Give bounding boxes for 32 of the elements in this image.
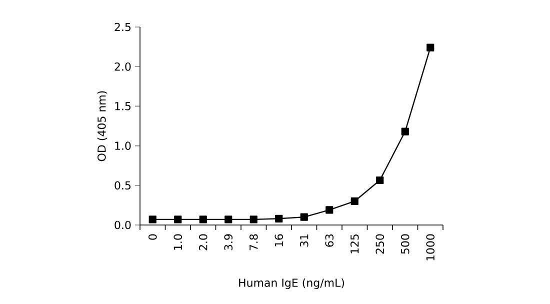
y-tick-label: 1.5	[115, 102, 131, 110]
x-tick-label: 16	[274, 234, 284, 246]
x-tick-label: 250	[376, 234, 384, 254]
y-tick-label: 0.5	[114, 181, 131, 190]
x-tick-label: 31	[300, 234, 308, 247]
x-tick-label: 63	[325, 234, 334, 247]
point	[326, 206, 334, 214]
point	[401, 128, 409, 136]
point	[275, 214, 283, 222]
point	[250, 216, 258, 224]
y-axis-title: OD (405 nm)	[97, 91, 108, 162]
point	[300, 213, 308, 221]
point	[224, 216, 232, 224]
x-tick-label: 125	[350, 234, 359, 254]
x-tick-label: 0	[148, 234, 157, 240]
y-tick-label: 0.0	[114, 220, 131, 230]
x-tick-label: 500	[400, 234, 410, 254]
point	[148, 216, 156, 224]
x-tick-label: 1.0	[174, 234, 182, 250]
y-tick-label: 2.0	[114, 62, 131, 71]
y-tick-label: 2.5	[114, 22, 131, 32]
x-tick-label: 7.8	[249, 234, 258, 250]
point	[199, 216, 207, 224]
x-axis-title: Human IgE (ng/mL)	[239, 278, 344, 290]
x-tick-label: 2.0	[198, 234, 208, 250]
point	[426, 44, 434, 52]
point	[350, 197, 358, 206]
x-tick-label: 1000	[426, 234, 435, 260]
point	[174, 216, 182, 224]
point	[376, 176, 384, 184]
y-tick-label: 1.0	[115, 142, 131, 150]
x-tick-label: 3.9	[224, 234, 233, 250]
